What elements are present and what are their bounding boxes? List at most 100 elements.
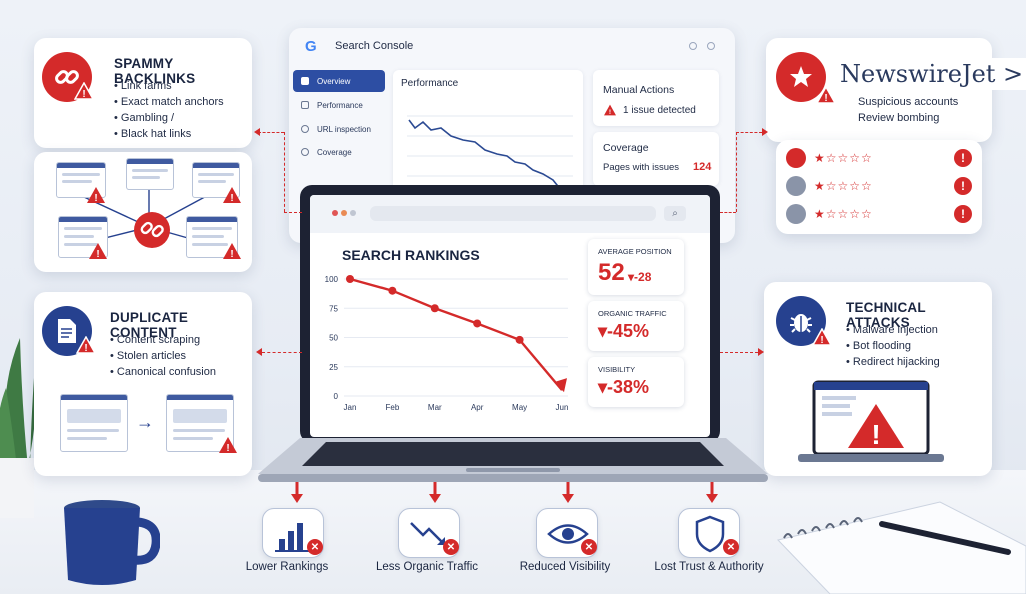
svg-text:!: ! [96,249,99,260]
nav-label: Performance [317,100,363,110]
data-point [388,286,397,295]
data-point [515,335,524,344]
rating-stars: ★☆☆☆☆ [814,179,873,193]
hacked-laptop-illustration: ! [798,380,944,462]
connector-line [736,132,737,212]
trend-down-icon: ✕ [398,508,460,558]
list-item: Redirect hijacking [846,354,940,370]
list-item: Canonical confusion [110,364,216,380]
avatar [786,204,806,224]
connector-arrowhead [758,348,764,356]
connector-arrowhead [256,348,262,356]
coverage-title: Coverage [603,142,649,154]
nav-label: Coverage [317,147,352,157]
alert-icon: ! [954,205,972,223]
connector-arrowhead [762,128,768,136]
data-point [430,304,439,313]
connector-line [284,132,285,212]
rankings-title: SEARCH RANKINGS [342,247,480,263]
svg-text:!: ! [820,335,823,346]
metric-value: ▾-45% [598,321,650,341]
nav-item-overview[interactable]: Overview [293,70,385,92]
warning-icon: ! [604,104,616,116]
search-icon [301,125,309,133]
metric-average-position: AVERAGE POSITION 52 ▾-28 [588,239,684,295]
list-item: Stolen articles [110,348,216,364]
x-tick-label: Mar [428,403,442,412]
technical-attacks-panel: ! TECHNICAL ATTACKS Malware injection Bo… [764,282,992,476]
x-badge-icon: ✕ [307,539,323,555]
svg-text:!: ! [226,443,229,454]
svg-text:!: ! [871,419,880,450]
plant-illustration [0,338,36,518]
x-tick-label: Jan [344,403,357,412]
metric-label: AVERAGE POSITION [598,247,672,256]
warning-icon: ! [219,437,237,454]
svg-text:!: ! [94,193,97,204]
nav-label: Overview [317,76,351,86]
svg-text:!: ! [84,343,87,354]
trend-arrowhead [554,378,567,393]
list-item: Black hat links [114,126,224,142]
list-item: Link farms [114,78,224,94]
duplicate-list: Content scraping Stolen articles Canonic… [110,332,216,380]
nav-item-performance[interactable]: Performance [293,94,385,116]
nav-item-coverage[interactable]: Coverage [293,141,385,163]
metric-label: ORGANIC TRAFFIC [598,309,667,318]
metric-delta: ▾-28 [628,270,652,284]
x-tick-label: May [512,403,527,412]
window-control-icon[interactable] [689,42,697,50]
linking-site-window [126,158,174,190]
copied-page-window [166,394,234,452]
search-console-title: Search Console [335,40,414,52]
avatar [786,176,806,196]
list-item: Suspicious accounts [858,96,959,108]
svg-text:!: ! [609,109,611,116]
connector-line [284,212,302,213]
manual-actions-text: 1 issue detected [623,105,696,116]
warning-icon: ! [74,82,94,100]
metric-value: 52 [598,259,625,286]
connector-line [720,352,758,353]
y-tick-label: 25 [329,363,338,372]
alert-icon: ! [954,149,972,167]
warning-icon: ! [89,243,107,260]
down-arrow-icon [562,482,574,503]
list-item: Gambling / [114,110,224,126]
coffee-mug-illustration [64,500,160,585]
bar-chart-icon: ✕ [262,508,324,558]
y-tick-label: 0 [334,392,339,401]
list-item: Malware injection [846,322,940,338]
address-bar[interactable] [370,206,656,221]
y-tick-label: 100 [325,275,339,284]
alert-icon: ! [954,177,972,195]
coverage-value: 124 [693,161,712,173]
series-line [349,277,563,391]
window-control-icon[interactable] [707,42,715,50]
star-badge-icon [776,52,826,102]
coverage-icon [301,148,309,156]
chart-icon [301,101,309,109]
list-item: Exact match anchors [114,94,224,110]
nav-item-url-inspection[interactable]: URL inspection [293,118,385,140]
impact-label: Reduced Visibility [519,561,611,573]
svg-text:!: ! [824,93,827,104]
data-point [473,319,482,328]
down-arrow-icon [291,482,303,503]
linking-site-window [186,216,238,258]
search-icon[interactable]: ⌕ [664,206,686,221]
data-point [346,275,354,283]
connector-arrowhead [254,128,260,136]
review-row: ★☆☆☆☆ ! [786,202,972,226]
x-tick-label: Feb [386,403,400,412]
brand-watermark: NewswireJet > [836,58,1026,90]
rating-stars: ★☆☆☆☆ [814,207,873,221]
google-logo-icon: G [305,38,317,55]
list-item: Review bombing [858,112,940,124]
browser-dot-red [332,210,338,216]
metric-label: VISIBILITY [598,365,636,374]
metric-value: ▾-38% [598,377,650,397]
technical-list: Malware injection Bot flooding Redirect … [846,322,940,370]
impact-label: Lower Rankings [245,561,329,573]
x-badge-icon: ✕ [581,539,597,555]
